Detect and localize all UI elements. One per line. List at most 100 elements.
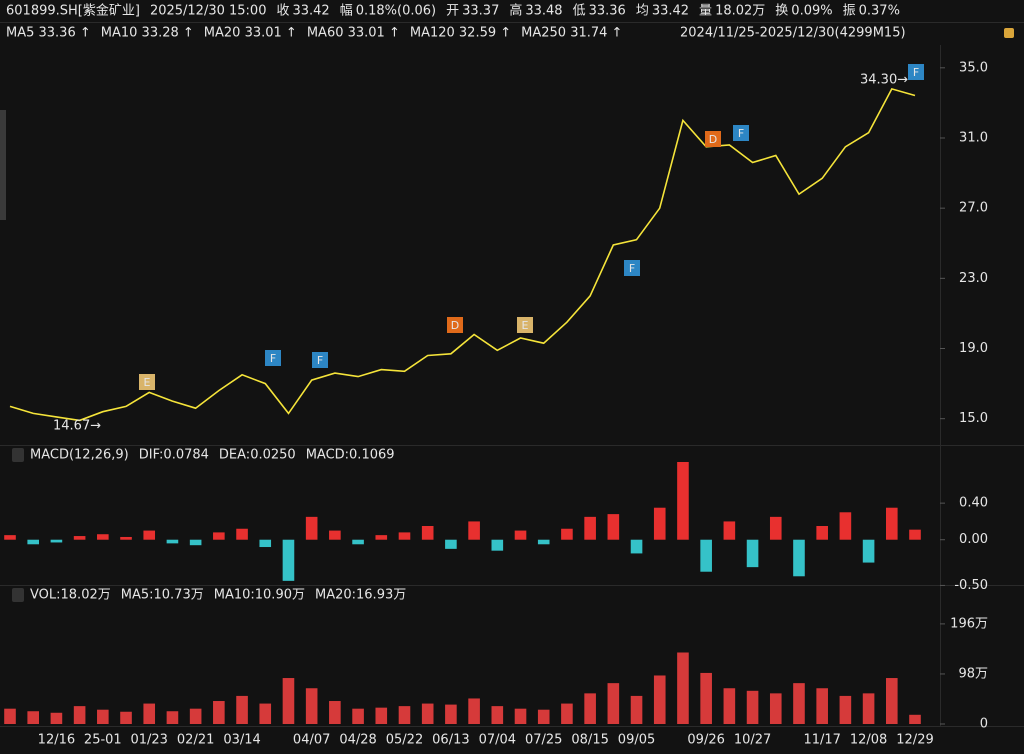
high-label: 34.30→ [860,73,908,88]
divider [0,726,1024,727]
x-tick-label: 09/05 [618,733,655,748]
bar [73,536,86,540]
field-label: 收 [276,4,289,19]
field-value: 33.36 [589,4,626,19]
field-value: 0.37% [859,4,900,19]
bar [630,539,643,554]
bar [120,711,132,724]
bar [259,703,272,724]
bar [885,507,898,540]
y-tick-label: 0.40 [959,496,988,511]
bar [27,711,40,724]
bar [700,539,712,572]
bar [561,703,573,724]
bar [862,693,875,724]
side-handle[interactable] [0,110,6,220]
bar [885,678,898,724]
event-badge-label: F [738,127,744,140]
x-tick-label: 25-01 [84,733,122,748]
event-badge-label: E [522,319,529,332]
bar [97,709,109,724]
bar [491,706,504,724]
y-tick-label: 0.00 [959,532,988,547]
bar [398,706,411,724]
y-tick-label: 0 [980,717,988,732]
bar [769,693,782,724]
legend-entry: MA20 33.01 ↑ [204,26,297,41]
bar [421,703,434,724]
lock-icon[interactable] [1004,28,1014,38]
symbol: 601899.SH[紫金矿业] [6,3,140,19]
field-value: 33.42 [652,4,689,19]
bar [166,539,179,544]
bar [653,507,666,540]
x-tick-label: 09/26 [687,733,724,748]
x-tick-label: 04/28 [339,733,376,748]
event-badge [517,317,533,333]
bar [909,529,921,540]
x-tick-label: 12/08 [850,733,887,748]
x-tick-label: 07/25 [525,733,562,748]
event-badge-label: F [629,262,635,275]
legend-entry: MA10:10.90万 [214,588,305,603]
bar [653,675,666,724]
bar [445,704,457,724]
bar [259,539,272,548]
bar [282,678,295,724]
bar [677,462,689,540]
event-badge-label: F [317,354,323,367]
legend-entry: MACD:0.1069 [306,448,395,463]
bar [375,535,388,540]
bar [677,652,689,724]
field-label: 高 [509,3,522,19]
bar [723,688,736,724]
y-tick-label: 196万 [950,616,988,631]
bar [213,701,225,724]
field-label: 均 [636,4,649,19]
field-label: 换 [775,4,788,19]
legend-entry: MA10 33.28 ↑ [101,26,194,41]
legend-entry: MA5:10.73万 [121,588,204,603]
field-value: 18.02万 [715,4,765,19]
bar [27,539,40,545]
y-tick-label: 35.0 [959,60,988,75]
bar [398,532,411,540]
field-label: 低 [573,4,586,19]
bar [862,539,875,563]
field-value: 0.18%(0.06) [356,4,436,19]
x-tick-label: 05/22 [386,733,423,748]
bar [816,526,828,540]
bar [166,711,179,724]
x-tick-label: 07/04 [479,733,516,748]
legend-entry: MA20:16.93万 [315,588,406,603]
bar [189,708,202,724]
x-tick-label: 11/17 [803,733,840,748]
bar [375,707,388,724]
y-tick-label: 19.0 [959,341,988,356]
y-tick-label: 31.0 [959,130,988,145]
legend-entry: MA5 33.36 ↑ [6,26,91,41]
bar [73,706,86,724]
event-badge [705,131,721,147]
event-badge [265,350,281,366]
bar [839,695,852,724]
x-tick-label: 01/23 [130,733,167,748]
bar [352,708,364,724]
bar [491,539,504,551]
bar [4,708,16,724]
y-tick-label: 27.0 [959,201,988,216]
event-badge [447,317,463,333]
divider [0,22,1024,23]
bar [607,683,620,724]
bar [793,683,805,724]
bar [189,539,202,546]
x-tick-label: 10/27 [734,733,771,748]
event-badge [908,64,924,80]
event-badge-label: E [144,376,151,389]
bar [329,530,341,540]
bar [352,539,364,545]
axis-line [940,45,941,726]
bar [746,539,759,568]
